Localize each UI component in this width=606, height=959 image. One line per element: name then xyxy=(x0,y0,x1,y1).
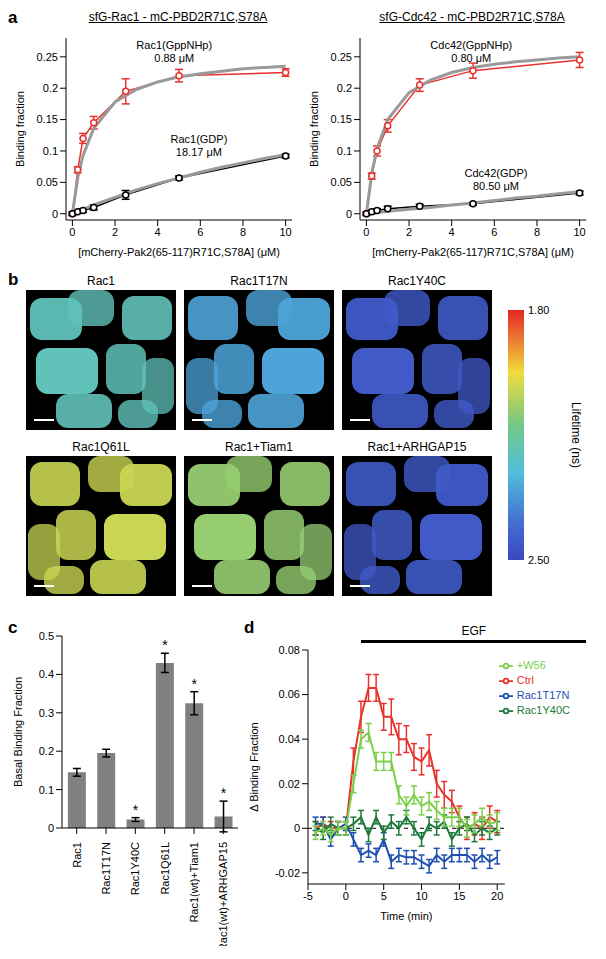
html-text:Rac1(GDP): Rac1(GDP) xyxy=(170,133,228,146)
html-text:80.50 μM: 80.50 μM xyxy=(472,179,519,192)
svg-text:0: 0 xyxy=(363,226,369,238)
svg-text:0: 0 xyxy=(294,822,300,834)
svg-text:0.2: 0.2 xyxy=(39,745,54,757)
html-text:sfG-Rac1 - mC-PBD2R71C,S78A: sfG-Rac1 - mC-PBD2R71C,S78A xyxy=(88,10,268,24)
svg-text:0: 0 xyxy=(52,208,58,220)
svg-text:0.1: 0.1 xyxy=(43,145,58,157)
html-text:Rac1+Tiam1: Rac1+Tiam1 xyxy=(225,440,293,454)
svg-text:5: 5 xyxy=(381,890,387,902)
svg-text:[mCherry-Pak2(65-117)R71C,S78A: [mCherry-Pak2(65-117)R71C,S78A] (μM) xyxy=(78,246,280,258)
html-text:+W56: +W56 xyxy=(516,659,546,671)
svg-text:0.1: 0.1 xyxy=(337,145,352,157)
svg-text:15: 15 xyxy=(453,890,465,902)
svg-text:Lifetime (ns): Lifetime (ns) xyxy=(569,402,583,468)
svg-text:0.02: 0.02 xyxy=(279,778,300,790)
svg-text:10: 10 xyxy=(415,890,427,902)
svg-text:10: 10 xyxy=(573,226,585,238)
svg-text:0.2: 0.2 xyxy=(337,82,352,94)
svg-text:Rac1Y40C: Rac1Y40C xyxy=(129,842,141,895)
svg-text:8: 8 xyxy=(534,226,540,238)
svg-text:8: 8 xyxy=(240,226,246,238)
svg-text:0.25: 0.25 xyxy=(331,51,352,63)
svg-text:Basal Binding Fraction: Basal Binding Fraction xyxy=(12,677,24,787)
svg-text:0: 0 xyxy=(346,208,352,220)
html-text:Cdc42(GDP): Cdc42(GDP) xyxy=(464,166,528,179)
svg-text:0.2: 0.2 xyxy=(43,82,58,94)
svg-text:*: * xyxy=(133,802,139,818)
html-text:Rac1: Rac1 xyxy=(87,274,115,288)
svg-text:Time (min): Time (min) xyxy=(380,910,432,922)
svg-text:0: 0 xyxy=(48,822,54,834)
svg-text:-0.02: -0.02 xyxy=(275,867,300,879)
svg-text:0.3: 0.3 xyxy=(39,707,54,719)
html-text:Cdc42(GppNHp): Cdc42(GppNHp) xyxy=(430,39,513,52)
html-text:d: d xyxy=(244,618,255,637)
svg-text:0: 0 xyxy=(343,890,349,902)
svg-text:10: 10 xyxy=(279,226,291,238)
svg-text:Rac1T17N: Rac1T17N xyxy=(100,842,112,895)
svg-text:[mCherry-Pak2(65-117)R71C,S78A: [mCherry-Pak2(65-117)R71C,S78A] (μM) xyxy=(372,246,574,258)
html-text:Rac1T17N: Rac1T17N xyxy=(230,274,288,288)
svg-text:0.5: 0.5 xyxy=(39,630,54,642)
html-text:Ctrl: Ctrl xyxy=(516,674,534,687)
html-text:b: b xyxy=(8,270,19,289)
svg-text:0.06: 0.06 xyxy=(279,688,300,700)
html-text:18.17 μM: 18.17 μM xyxy=(175,146,222,159)
html-text:EGF: EGF xyxy=(461,624,486,638)
html-text:Rac1T17N: Rac1T17N xyxy=(516,689,570,702)
svg-text:6: 6 xyxy=(491,226,497,238)
svg-text:Rac1(wt)+Tiam1: Rac1(wt)+Tiam1 xyxy=(188,842,200,923)
svg-text:*: * xyxy=(221,785,227,801)
svg-text:*: * xyxy=(191,676,197,692)
svg-text:Rac1Q61L: Rac1Q61L xyxy=(159,842,171,895)
svg-text:1.80: 1.80 xyxy=(528,304,549,316)
svg-text:*: * xyxy=(162,637,168,653)
svg-text:0: 0 xyxy=(69,226,75,238)
svg-text:0.04: 0.04 xyxy=(279,733,300,745)
svg-text:4: 4 xyxy=(449,226,455,238)
svg-text:Δ Binding Fraction: Δ Binding Fraction xyxy=(248,722,260,811)
svg-text:6: 6 xyxy=(197,226,203,238)
svg-text:0.05: 0.05 xyxy=(37,176,58,188)
svg-text:0.25: 0.25 xyxy=(37,51,58,63)
svg-text:-5: -5 xyxy=(303,890,313,902)
html-text:sfG-Cdc42 - mC-PBD2R71C,S78A: sfG-Cdc42 - mC-PBD2R71C,S78A xyxy=(379,10,565,24)
html-text:c: c xyxy=(8,618,18,637)
svg-text:0.15: 0.15 xyxy=(37,113,58,125)
html-text:a: a xyxy=(8,8,18,27)
svg-text:2.50: 2.50 xyxy=(528,554,549,566)
svg-text:Binding fraction: Binding fraction xyxy=(14,91,26,167)
html-text:Rac1(GppNHp): Rac1(GppNHp) xyxy=(136,39,213,52)
svg-text:Rac1: Rac1 xyxy=(71,842,83,868)
html-text:Rac1Q61L: Rac1Q61L xyxy=(72,440,130,454)
html-text:0.80 μM: 0.80 μM xyxy=(451,52,492,65)
html-text:Rac1Y40C: Rac1Y40C xyxy=(388,274,446,288)
svg-text:4: 4 xyxy=(155,226,161,238)
svg-text:0.08: 0.08 xyxy=(279,644,300,656)
svg-text:0.4: 0.4 xyxy=(39,668,54,680)
svg-text:Rac1(wt)+ARHGAP15: Rac1(wt)+ARHGAP15 xyxy=(217,842,229,946)
svg-text:20: 20 xyxy=(491,890,503,902)
svg-text:0.1: 0.1 xyxy=(39,784,54,796)
svg-text:0.15: 0.15 xyxy=(331,113,352,125)
svg-text:2: 2 xyxy=(406,226,412,238)
html-text:Rac1+ARHGAP15: Rac1+ARHGAP15 xyxy=(367,440,467,454)
svg-text:2: 2 xyxy=(112,226,118,238)
svg-text:Binding fraction: Binding fraction xyxy=(308,91,320,167)
html-text:Rac1Y40C: Rac1Y40C xyxy=(516,704,570,717)
svg-text:0.05: 0.05 xyxy=(331,176,352,188)
html-text:0.88 μM: 0.88 μM xyxy=(154,52,195,65)
